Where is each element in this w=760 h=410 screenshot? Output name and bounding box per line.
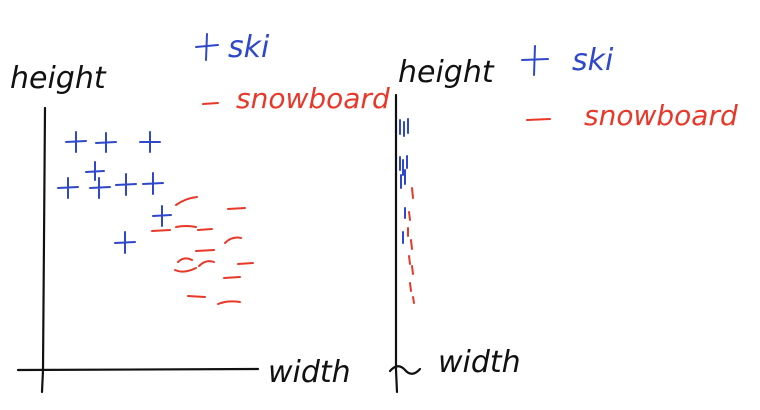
right-legend: ski snowboard	[521, 43, 738, 132]
snowboard-point	[411, 187, 414, 199]
snowboard-point	[217, 300, 241, 305]
snowboard-point	[177, 257, 193, 263]
ski-point	[95, 132, 117, 153]
left-legend: ski snowboard	[195, 30, 390, 115]
left-legend-plus-icon	[195, 33, 219, 61]
right-legend-snowboard-label: snowboard	[584, 99, 738, 132]
right-x-axis	[388, 365, 422, 375]
ski-point	[400, 169, 406, 189]
right-legend-ski-label: ski	[572, 43, 614, 78]
snowboard-point	[408, 211, 411, 221]
ski-point	[139, 131, 161, 153]
right-legend-ski: ski	[521, 43, 614, 78]
ski-point	[57, 177, 79, 199]
right-x-axis-label: width	[438, 345, 521, 380]
left-x-axis-label: width	[268, 355, 351, 390]
left-panel: height ski snowboard width	[10, 30, 390, 394]
snowboard-point	[227, 207, 246, 210]
left-legend-ski-label: ski	[228, 30, 270, 65]
left-legend-snowboard-label: snowboard	[236, 82, 390, 115]
left-legend-snowboard: snowboard	[202, 82, 390, 115]
snowboard-point	[151, 229, 171, 232]
right-snowboard-points	[407, 187, 415, 304]
left-x-axis	[16, 367, 260, 372]
snowboard-point	[197, 228, 213, 231]
left-legend-ski: ski	[195, 30, 270, 65]
snowboard-point	[411, 265, 414, 275]
right-panel: height ski snowboard width	[388, 43, 738, 394]
ski-point	[142, 172, 164, 195]
snowboard-point	[408, 255, 411, 265]
ski-point	[85, 161, 105, 181]
ski-point	[399, 155, 408, 176]
left-y-axis	[40, 106, 47, 394]
right-y-axis-label: height	[398, 55, 495, 90]
ski-point	[89, 177, 111, 199]
left-y-axis-label: height	[10, 61, 107, 96]
snowboard-point	[175, 225, 197, 228]
left-ski-points	[57, 131, 172, 254]
snowboard-point	[195, 249, 215, 252]
right-legend-plus-icon	[521, 45, 549, 76]
left-legend-minus-icon	[202, 102, 219, 105]
ski-point	[152, 205, 172, 227]
snowboard-point	[223, 276, 241, 279]
snowboard-point	[198, 260, 215, 267]
snowboard-point	[224, 236, 242, 244]
right-ski-points	[399, 118, 409, 244]
snowboard-point	[237, 262, 254, 265]
ski-point	[114, 231, 136, 254]
ski-point	[399, 118, 409, 137]
right-legend-snowboard: snowboard	[526, 99, 738, 132]
snowboard-point	[412, 296, 415, 304]
snowboard-point	[409, 282, 412, 292]
ski-point	[65, 131, 87, 153]
right-legend-minus-icon	[526, 118, 551, 121]
snowboard-point	[187, 295, 206, 298]
right-y-axis	[394, 93, 399, 394]
left-snowboard-points	[151, 196, 254, 305]
ski-point	[115, 173, 137, 196]
snowboard-point	[410, 239, 413, 250]
snowboard-point	[175, 196, 198, 206]
snowboard-point	[174, 267, 197, 273]
